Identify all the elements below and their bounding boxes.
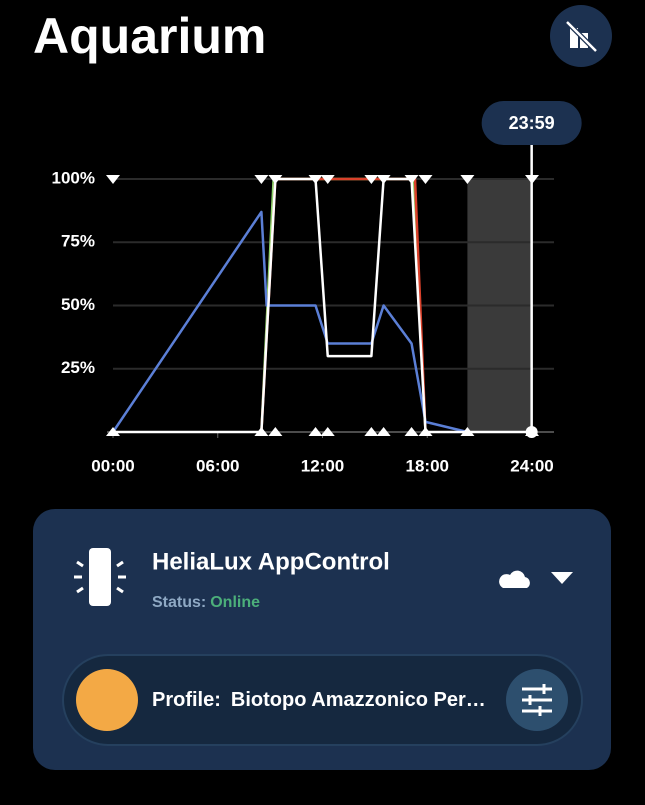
chart: 25% 50% 75% 100% 00:00 06:00 12:00 18:00 24:00 23… <box>52 101 582 475</box>
time-badge-label: 23:59 <box>509 113 555 133</box>
handle-bottom <box>418 427 433 436</box>
handle-bottom <box>320 427 335 436</box>
handle-top <box>418 175 433 184</box>
handle-bottom <box>376 427 391 436</box>
x-tick-label: 18:00 <box>406 456 449 475</box>
handle-bottom <box>404 427 419 436</box>
x-tick-label: 12:00 <box>301 456 344 475</box>
time-badge <box>481 101 582 145</box>
light-toggle-button[interactable] <box>550 5 612 67</box>
x-tick-label: 06:00 <box>196 456 239 475</box>
icon <box>116 586 124 594</box>
status-label: Status: <box>152 594 206 611</box>
device-icon <box>74 548 126 606</box>
handle-top <box>320 175 335 184</box>
y-tick-label: 25% <box>61 358 95 377</box>
y-tick-label: 100% <box>52 168 95 187</box>
page-title: Aquarium <box>33 8 266 64</box>
x-tick-label: 24:00 <box>510 456 553 475</box>
icon <box>116 560 124 568</box>
handle-bottom <box>106 427 120 436</box>
time-cursor-dot <box>525 426 538 438</box>
icon <box>522 684 552 716</box>
profile-settings-button[interactable] <box>506 669 568 731</box>
handle-bottom <box>364 427 379 436</box>
expand-button[interactable] <box>551 572 573 584</box>
series-line <box>111 210 468 434</box>
profile-row[interactable] <box>62 654 583 746</box>
icon <box>570 28 578 48</box>
handle-top <box>106 175 120 184</box>
icon <box>76 586 84 594</box>
profile-color <box>76 669 138 731</box>
handle-top <box>364 175 379 184</box>
handle-top <box>376 175 391 184</box>
handle-bottom <box>308 427 323 436</box>
cloud-icon <box>499 570 530 588</box>
handle-top <box>460 175 475 184</box>
icon <box>89 548 111 606</box>
handle-top <box>254 175 269 184</box>
handle-bottom <box>460 427 475 436</box>
profile-label: Profile: <box>152 689 221 711</box>
status-value: Online <box>210 594 260 611</box>
series-line <box>113 177 532 434</box>
y-tick-label: 50% <box>61 295 95 314</box>
y-tick-label: 75% <box>61 232 95 251</box>
device-name: HeliaLux AppControl <box>152 548 390 575</box>
icon <box>76 560 84 568</box>
handle-bottom <box>268 427 283 436</box>
icon <box>566 21 597 52</box>
profile-name: Biotopo Amazzonico Per… <box>231 689 486 711</box>
status-line: Status: Online <box>152 594 260 611</box>
handle-top <box>268 175 283 184</box>
handle-bottom <box>254 427 269 436</box>
profile-text: Profile: Biotopo Amazzonico Per… <box>152 689 486 711</box>
x-tick-label: 00:00 <box>91 456 134 475</box>
handle-top <box>308 175 323 184</box>
handle-top <box>404 175 419 184</box>
